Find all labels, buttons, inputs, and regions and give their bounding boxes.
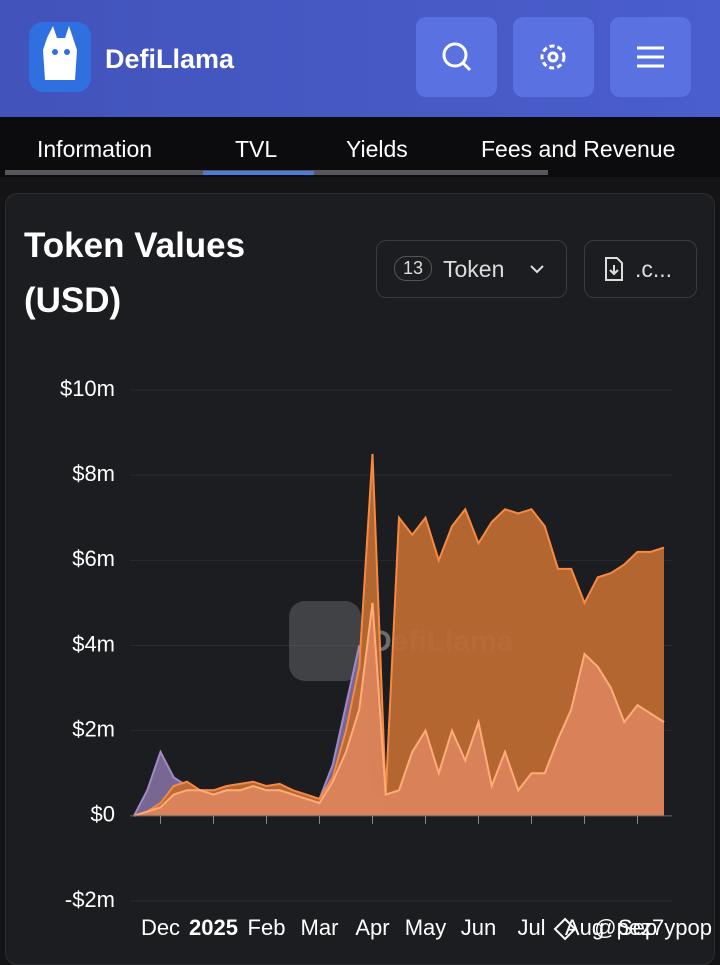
- token-select[interactable]: 13 Token: [376, 240, 567, 298]
- area-line: [133, 453, 665, 817]
- tab-bar: Information TVL Yields Fees and Revenue: [0, 117, 720, 177]
- token-label: Token: [443, 256, 505, 282]
- x-tick-label: Feb: [248, 915, 286, 940]
- download-button[interactable]: .c...: [584, 240, 697, 298]
- x-tick-label: Jun: [461, 915, 496, 940]
- menu-button[interactable]: [610, 17, 691, 97]
- overlay-icon: [553, 917, 577, 941]
- x-tick-label: Apr: [355, 915, 389, 940]
- settings-button[interactable]: [513, 17, 594, 97]
- y-tick-label: $2m: [72, 716, 115, 741]
- y-tick-label: $4m: [72, 631, 115, 656]
- search-button[interactable]: [416, 17, 497, 97]
- tab[interactable]: Yields: [346, 136, 408, 162]
- logo: [29, 22, 91, 92]
- y-tick-label: -$2m: [65, 887, 115, 912]
- y-tick-label: $8m: [72, 461, 115, 486]
- area-line: [133, 602, 665, 817]
- download-label: .c...: [635, 256, 673, 282]
- x-tick-label: Dec: [141, 915, 180, 940]
- x-tick-label: Jul: [517, 915, 545, 940]
- tab[interactable]: Information: [37, 136, 153, 162]
- tab-indicator: [203, 171, 314, 175]
- header: DefiLlama: [0, 0, 720, 117]
- x-tick-label: Mar: [301, 915, 339, 940]
- brand: DefiLlama: [105, 44, 235, 74]
- y-tick-label: $0: [91, 802, 115, 827]
- tab[interactable]: Fees and Revenue: [481, 136, 676, 162]
- y-tick-label: $10m: [60, 376, 115, 401]
- x-tick-label: May: [405, 915, 447, 940]
- x-tick-label: Sep: [618, 915, 657, 940]
- tab[interactable]: TVL: [235, 136, 278, 162]
- panel-title: Token Values (USD): [24, 226, 246, 320]
- x-tick-label: 2025: [189, 915, 238, 940]
- area: [134, 602, 664, 816]
- token-count: 13: [394, 256, 433, 281]
- area: [134, 453, 664, 816]
- overlay-text: @pez7ypop: [594, 915, 712, 940]
- y-tick-label: $6m: [72, 546, 115, 571]
- x-tick-label: Aug: [565, 915, 604, 940]
